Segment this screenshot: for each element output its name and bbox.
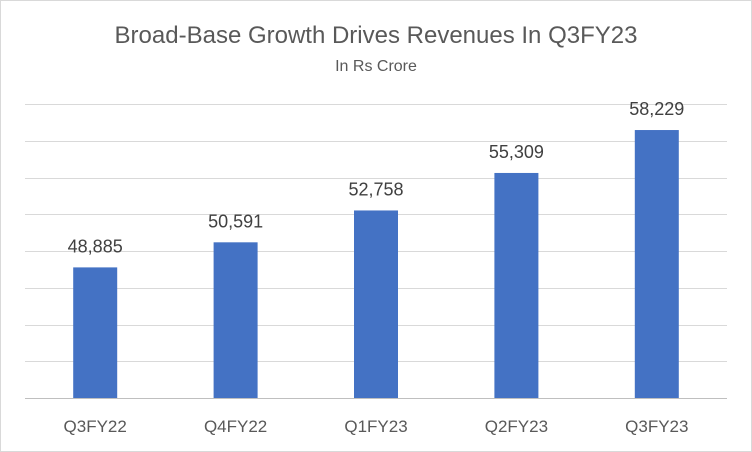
bar [354,210,398,398]
x-tick-label: Q1FY23 [344,417,407,436]
x-tick-label: Q4FY22 [204,417,267,436]
data-label: 52,758 [348,179,403,199]
chart-title: Broad-Base Growth Drives Revenues In Q3F… [114,22,638,49]
x-tick-label: Q3FY22 [64,417,127,436]
data-label: 58,229 [629,99,684,119]
bar [634,130,679,399]
bar [213,242,258,398]
data-label: 48,885 [68,236,123,256]
chart-subtitle: In Rs Crore [335,58,417,75]
data-label: 50,591 [208,211,263,231]
x-tick-label: Q3FY23 [625,417,688,436]
x-tick-label: Q2FY23 [485,417,548,436]
bar [73,267,118,398]
data-label: 55,309 [489,142,544,162]
bar [494,172,539,398]
